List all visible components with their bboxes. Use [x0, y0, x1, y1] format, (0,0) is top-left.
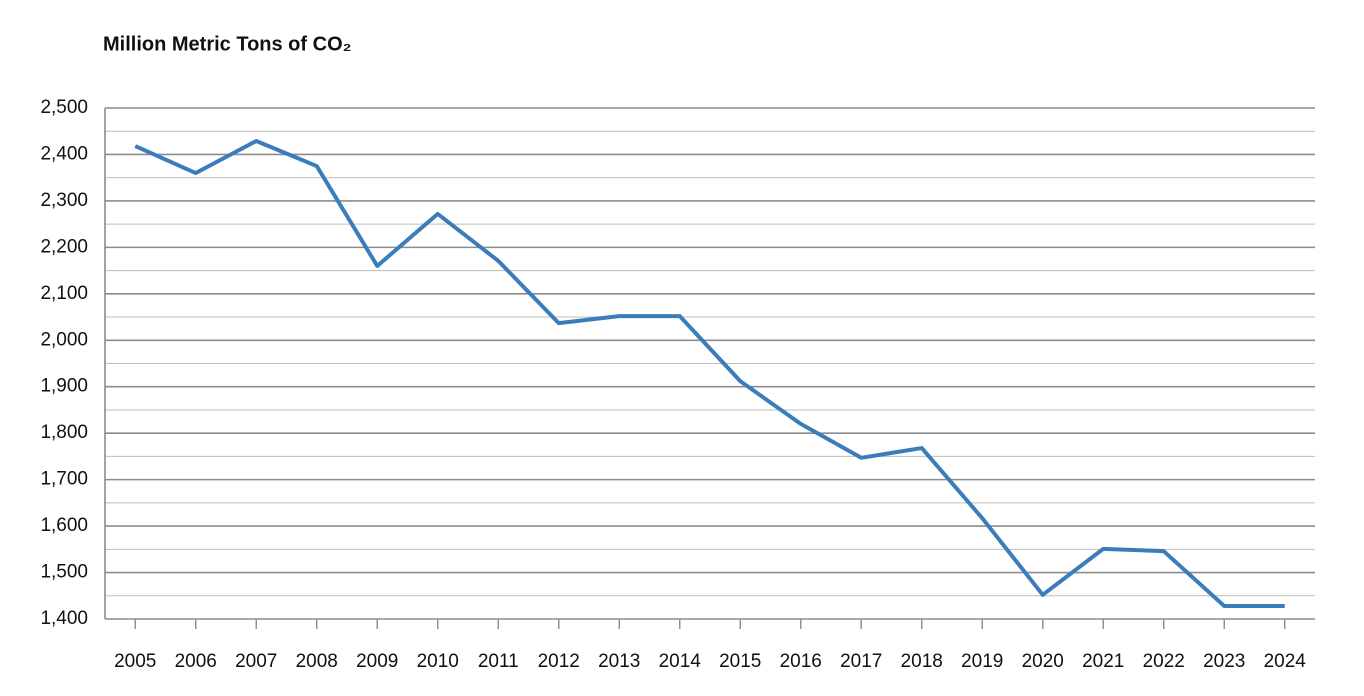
- x-tick-label: 2006: [175, 651, 217, 672]
- x-tick-label: 2018: [901, 651, 943, 672]
- y-tick-label: 2,100: [40, 283, 88, 304]
- chart-title: Million Metric Tons of CO₂: [103, 33, 352, 55]
- x-tick-label: 2024: [1264, 651, 1307, 672]
- y-tick-label: 1,700: [40, 469, 88, 490]
- x-tick-label: 2019: [961, 651, 1003, 672]
- y-tick-label: 2,200: [40, 236, 88, 257]
- x-tick-label: 2016: [780, 651, 822, 672]
- x-tick-label: 2014: [659, 651, 702, 672]
- x-tick-label: 2013: [598, 651, 640, 672]
- x-tick-label: 2005: [114, 651, 156, 672]
- y-tick-label: 1,600: [40, 515, 88, 536]
- x-tick-label: 2011: [478, 651, 519, 672]
- y-tick-label: 1,400: [40, 608, 88, 629]
- y-tick-label: 1,900: [40, 376, 88, 397]
- x-tick-label: 2020: [1022, 651, 1064, 672]
- x-tick-label: 2010: [417, 651, 459, 672]
- x-tick-label: 2023: [1203, 651, 1245, 672]
- x-tick-label: 2015: [719, 651, 761, 672]
- x-tick-label: 2012: [538, 651, 580, 672]
- y-tick-label: 2,400: [40, 143, 88, 164]
- x-tick-label: 2009: [356, 651, 398, 672]
- y-tick-label: 2,500: [40, 97, 88, 118]
- y-tick-label: 1,800: [40, 422, 88, 443]
- y-tick-label: 2,300: [40, 190, 88, 211]
- x-tick-label: 2007: [235, 651, 277, 672]
- y-tick-label: 1,500: [40, 562, 88, 583]
- x-tick-label: 2017: [840, 651, 882, 672]
- x-tick-label: 2022: [1143, 651, 1185, 672]
- y-tick-label: 2,000: [40, 329, 88, 350]
- x-tick-label: 2008: [296, 651, 338, 672]
- x-tick-label: 2021: [1082, 651, 1124, 672]
- data-line: [134, 138, 1285, 608]
